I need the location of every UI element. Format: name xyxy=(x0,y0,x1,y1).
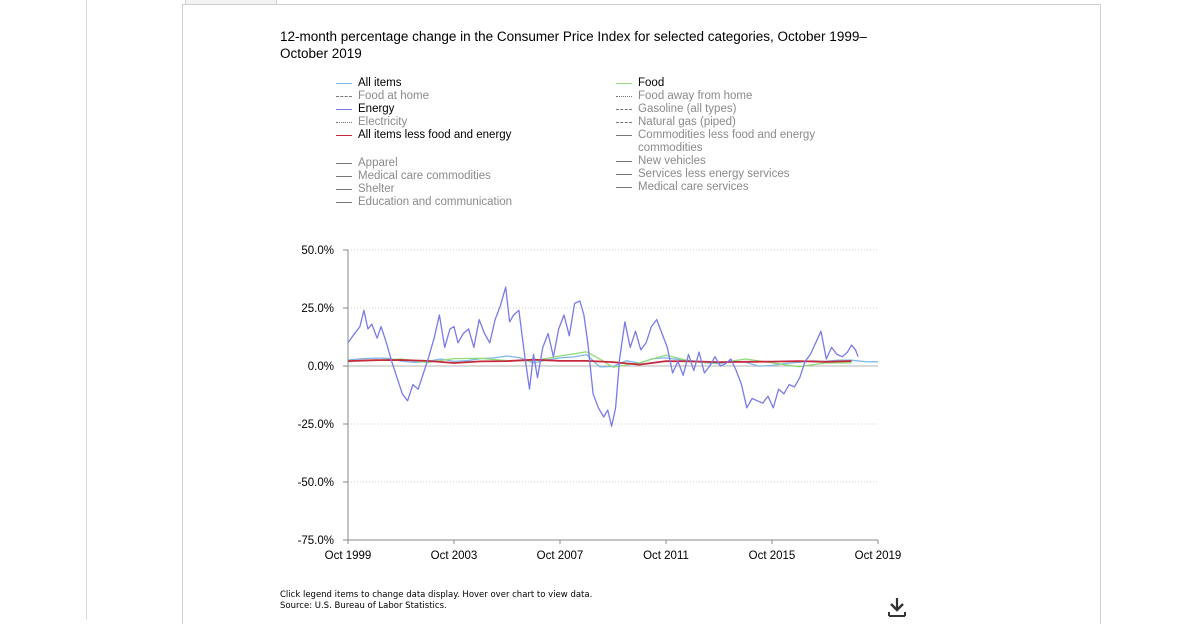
legend-swatch xyxy=(336,189,352,190)
x-tick-label: Oct 1999 xyxy=(325,550,372,562)
download-icon[interactable] xyxy=(886,596,908,618)
legend-column-1: All items Food at home Energy Electricity Al… xyxy=(336,77,512,209)
legend-label: Education and communication xyxy=(358,196,513,208)
legend-item-apparel[interactable]: Apparel xyxy=(336,157,512,170)
legend-swatch xyxy=(616,83,632,84)
x-tick-label: Oct 2007 xyxy=(537,550,584,562)
legend-item-medical-care-services[interactable]: Medical care services xyxy=(616,181,838,194)
chart-title: 12-month percentage change in the Consum… xyxy=(280,29,867,61)
y-tick-label: 0.0% xyxy=(308,361,334,373)
legend-swatch xyxy=(336,135,352,136)
x-tick-label: Oct 2003 xyxy=(431,550,478,562)
legend-swatch xyxy=(336,83,352,84)
legend-label: Gasoline (all types) xyxy=(638,103,737,115)
y-tick-label: -50.0% xyxy=(298,477,334,489)
footnote-instructions: Click legend items to change data displa… xyxy=(280,590,593,600)
legend-label: Food at home xyxy=(358,90,429,102)
x-tick-label: Oct 2011 xyxy=(643,550,689,562)
legend-label: Food away from home xyxy=(638,90,753,102)
chart-footnote: Click legend items to change data displa… xyxy=(280,590,592,612)
legend-swatch xyxy=(616,174,632,175)
legend-label: Energy xyxy=(358,103,395,115)
x-tick-label: Oct 2019 xyxy=(855,550,902,562)
legend-item-natural-gas-piped[interactable]: Natural gas (piped) xyxy=(616,116,838,129)
footnote-source: Source: U.S. Bureau of Labor Statistics. xyxy=(280,601,447,611)
legend-swatch xyxy=(616,187,632,188)
legend-item-energy[interactable]: Energy xyxy=(336,103,512,116)
legend-label: Medical care commodities xyxy=(358,170,491,182)
legend-label: Electricity xyxy=(358,116,408,128)
legend-label: Natural gas (piped) xyxy=(638,116,736,128)
legend-swatch xyxy=(336,109,352,110)
legend-swatch xyxy=(616,135,632,136)
legend-swatch xyxy=(616,109,632,110)
legend-swatch xyxy=(336,96,352,97)
legend-label: Medical care services xyxy=(638,181,749,193)
legend-item-food-at-home[interactable]: Food at home xyxy=(336,90,512,103)
legend-column-2: Food Food away from home Gasoline (all typ… xyxy=(616,77,838,194)
y-tick-label: 50.0% xyxy=(301,245,334,257)
legend-swatch xyxy=(336,163,352,164)
legend-item-food-away-from-home[interactable]: Food away from home xyxy=(616,90,838,103)
legend-item-medical-care-commodities[interactable]: Medical care commodities xyxy=(336,170,512,183)
legend-item-food[interactable]: Food xyxy=(616,77,838,90)
y-tick-label: 25.0% xyxy=(301,303,334,315)
series-line-all-items-less-food-and-energy[interactable] xyxy=(347,358,852,366)
legend-swatch xyxy=(616,161,632,162)
legend-item-electricity[interactable]: Electricity xyxy=(336,116,512,129)
legend-item-gasoline-all-types[interactable]: Gasoline (all types) xyxy=(616,103,838,116)
legend-item-all-items-less-food-and-energy[interactable]: All items less food and energy xyxy=(336,129,512,142)
legend-swatch xyxy=(336,202,352,203)
legend-swatch xyxy=(336,122,352,123)
legend-item-education-and-communication[interactable]: Education and communication xyxy=(336,196,512,209)
chart-panel xyxy=(182,4,1101,624)
legend-item-commodities-less-food-and-energy-commodities[interactable]: Commodities less food and energy commodi… xyxy=(616,129,838,155)
series-line-energy[interactable] xyxy=(347,286,859,427)
legend-item-shelter[interactable]: Shelter xyxy=(336,183,512,196)
y-tick-label: -75.0% xyxy=(298,535,334,547)
legend-label: All items less food and energy xyxy=(358,129,512,141)
x-tick-label: Oct 2015 xyxy=(749,550,796,562)
legend-label: New vehicles xyxy=(638,155,706,167)
legend-label: Services less energy services xyxy=(638,168,790,180)
y-tick-label: -25.0% xyxy=(298,419,334,431)
legend-label: Shelter xyxy=(358,183,395,195)
legend-swatch xyxy=(336,176,352,177)
legend-swatch xyxy=(616,122,632,123)
legend-label: Apparel xyxy=(358,157,398,169)
legend-swatch xyxy=(616,96,632,97)
legend-item-new-vehicles[interactable]: New vehicles xyxy=(616,155,838,168)
page-rule xyxy=(86,0,87,620)
legend-item-services-less-energy-services[interactable]: Services less energy services xyxy=(616,168,838,181)
legend-label: Food xyxy=(638,77,665,89)
legend-label: Commodities less food and energy commodi… xyxy=(638,129,816,154)
legend-label: All items xyxy=(358,77,402,89)
legend-item-all-items[interactable]: All items xyxy=(336,77,512,90)
